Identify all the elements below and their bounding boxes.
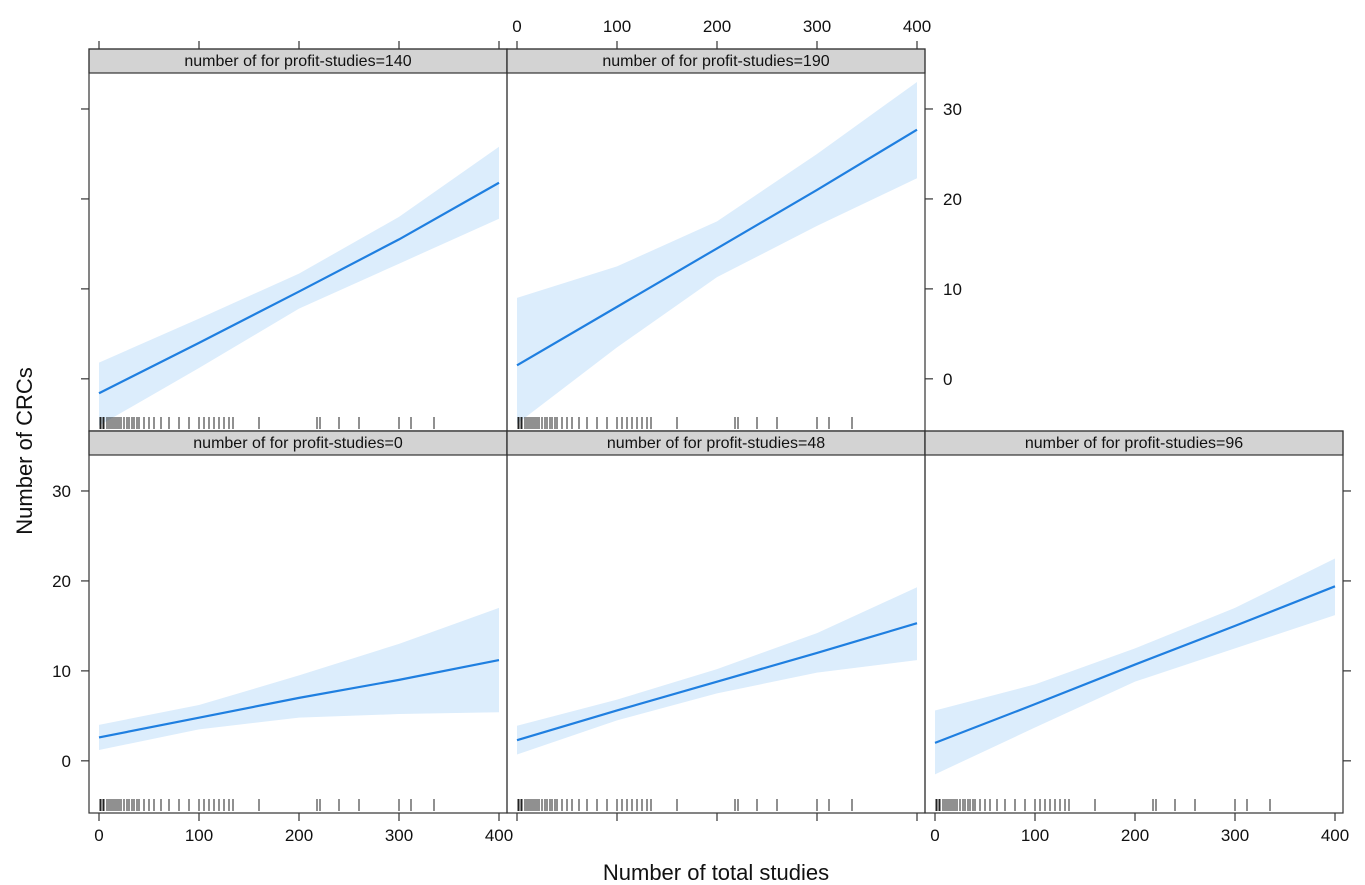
y-tick-label: 30 [52, 482, 71, 501]
panel: number of for profit-studies=0 [88, 430, 508, 814]
confidence-band [935, 558, 1335, 775]
x-tick-label: 0 [94, 826, 103, 845]
x-tick-label: 100 [1021, 826, 1049, 845]
x-tick-label: 400 [903, 17, 931, 36]
fit-line [516, 622, 918, 742]
y-tick-label: 10 [943, 280, 962, 299]
strip-header [924, 430, 1344, 456]
y-tick-label: 20 [943, 190, 962, 209]
strip-label: number of for profit-studies=96 [1025, 435, 1243, 452]
panel-border [924, 430, 1344, 814]
panel: number of for profit-studies=190 [506, 48, 926, 432]
panel: number of for profit-studies=48 [506, 430, 926, 814]
y-axis-title: Number of CRCs [12, 367, 37, 534]
x-tick-label: 400 [1321, 826, 1349, 845]
y-tick-label: 0 [943, 370, 952, 389]
panels-layer: number of for profit-studies=140 number o… [88, 48, 1344, 814]
y-tick-label: 10 [52, 662, 71, 681]
fit-line [98, 181, 500, 395]
x-tick-label: 0 [512, 17, 521, 36]
strip-label: number of for profit-studies=48 [607, 435, 825, 452]
x-tick-label: 400 [485, 826, 513, 845]
strip-label: number of for profit-studies=0 [193, 435, 403, 452]
strip-header [506, 430, 926, 456]
fit-line [934, 585, 1336, 744]
x-tick-label: 0 [930, 826, 939, 845]
x-tick-label: 200 [285, 826, 313, 845]
strip-label: number of for profit-studies=190 [602, 53, 829, 70]
confidence-band [99, 146, 499, 426]
x-tick-label: 200 [703, 17, 731, 36]
panel-border [88, 430, 508, 814]
strip-label: number of for profit-studies=140 [184, 53, 411, 70]
x-tick-label: 300 [803, 17, 831, 36]
y-tick-label: 20 [52, 572, 71, 591]
confidence-band [517, 587, 917, 755]
y-tick-label: 0 [62, 752, 71, 771]
x-tick-label: 300 [1221, 826, 1249, 845]
x-axis-title: Number of total studies [603, 860, 829, 885]
x-tick-label: 300 [385, 826, 413, 845]
fit-line [98, 659, 500, 739]
x-tick-label: 100 [603, 17, 631, 36]
y-tick-label: 30 [943, 100, 962, 119]
fit-line [516, 128, 918, 367]
confidence-band [99, 607, 499, 751]
panel: number of for profit-studies=96 [924, 430, 1344, 814]
panel: number of for profit-studies=140 [88, 48, 508, 432]
strip-header [506, 48, 926, 74]
confidence-band [517, 81, 917, 424]
x-tick-label: 200 [1121, 826, 1149, 845]
x-tick-label: 100 [185, 826, 213, 845]
